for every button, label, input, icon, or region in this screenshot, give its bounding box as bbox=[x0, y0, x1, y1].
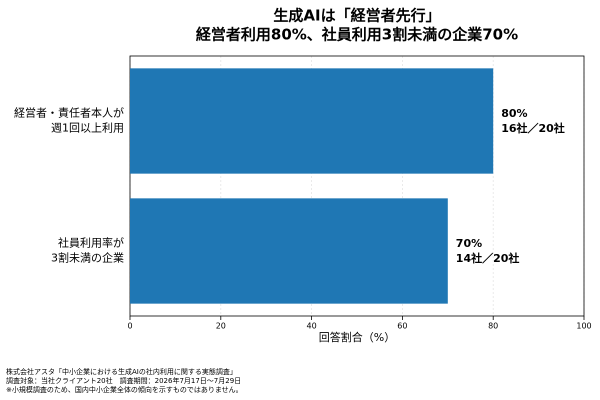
footnote: 調査対象：当社クライアント20社 調査期間：2026年7月17日〜7月29日 bbox=[6, 376, 241, 385]
y-tick-label: 経営者・責任者本人が週1回以上利用 bbox=[14, 106, 124, 135]
value-label: 70% bbox=[456, 237, 482, 250]
value-label: 80% bbox=[501, 107, 527, 120]
value-sublabel: 14社／20社 bbox=[456, 251, 520, 265]
value-sublabel: 16社／20社 bbox=[501, 121, 565, 135]
bar bbox=[130, 68, 494, 174]
x-tick-label: 80 bbox=[488, 322, 498, 331]
chart-subtitle: 経営者利用80%、社員利用3割未満の企業70% bbox=[196, 26, 518, 44]
x-tick-label: 40 bbox=[307, 322, 317, 331]
chart-title: 生成AIは「経営者先行」 bbox=[273, 7, 440, 25]
y-tick-label: 社員利用率が 3割未満の企業 bbox=[51, 236, 124, 265]
plot-frame bbox=[129, 55, 585, 317]
x-tick-label: 60 bbox=[397, 322, 407, 331]
x-tick-label: 100 bbox=[576, 322, 591, 331]
bar bbox=[130, 198, 448, 304]
x-tick-label: 20 bbox=[216, 322, 226, 331]
footnote: ※小規模調査のため、国内中小企業全体の傾向を示すものではありません。 bbox=[6, 385, 243, 394]
x-tick-label: 0 bbox=[127, 322, 132, 331]
footnote: 株式会社アスタ「中小企業における生成AIの社内利用に関する実態調査」 bbox=[6, 367, 237, 376]
x-axis-label: 回答割合（%） bbox=[319, 330, 395, 344]
